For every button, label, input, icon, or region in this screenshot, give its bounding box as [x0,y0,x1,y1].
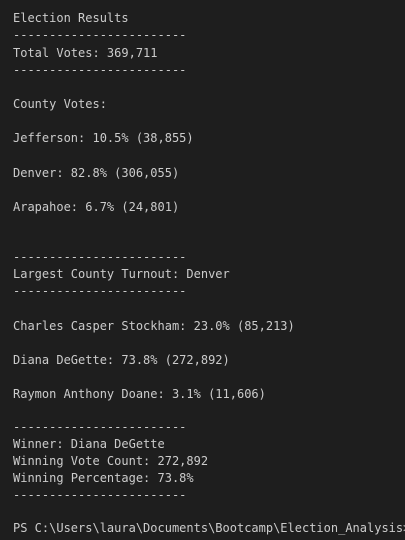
winning-vote-count-line: Winning Vote Count: 272,892 [13,454,209,468]
separator-line: ------------------------ [13,250,187,264]
winning-percentage-line: Winning Percentage: 73.8% [13,471,194,485]
total-votes-line: Total Votes: 369,711 [13,46,158,60]
county-line-jefferson: Jefferson: 10.5% (38,855) [13,131,194,145]
separator-line: ------------------------ [13,420,187,434]
winner-line: Winner: Diana DeGette [13,437,165,451]
candidate-line-stockham: Charles Casper Stockham: 23.0% (85,213) [13,319,295,333]
shell-prompt[interactable]: PS C:\Users\laura\Documents\Bootcamp\Ele… [13,521,405,535]
county-votes-header: County Votes: [13,97,107,111]
separator-line: ------------------------ [13,488,187,502]
separator-line: ------------------------ [13,63,187,77]
county-line-arapahoe: Arapahoe: 6.7% (24,801) [13,200,180,214]
candidate-line-degette: Diana DeGette: 73.8% (272,892) [13,353,230,367]
separator-line: ------------------------ [13,284,187,298]
county-line-denver: Denver: 82.8% (306,055) [13,166,180,180]
separator-line: ------------------------ [13,28,187,42]
candidate-line-doane: Raymon Anthony Doane: 3.1% (11,606) [13,387,266,401]
results-title: Election Results [13,11,129,25]
largest-county-line: Largest County Turnout: Denver [13,267,230,281]
